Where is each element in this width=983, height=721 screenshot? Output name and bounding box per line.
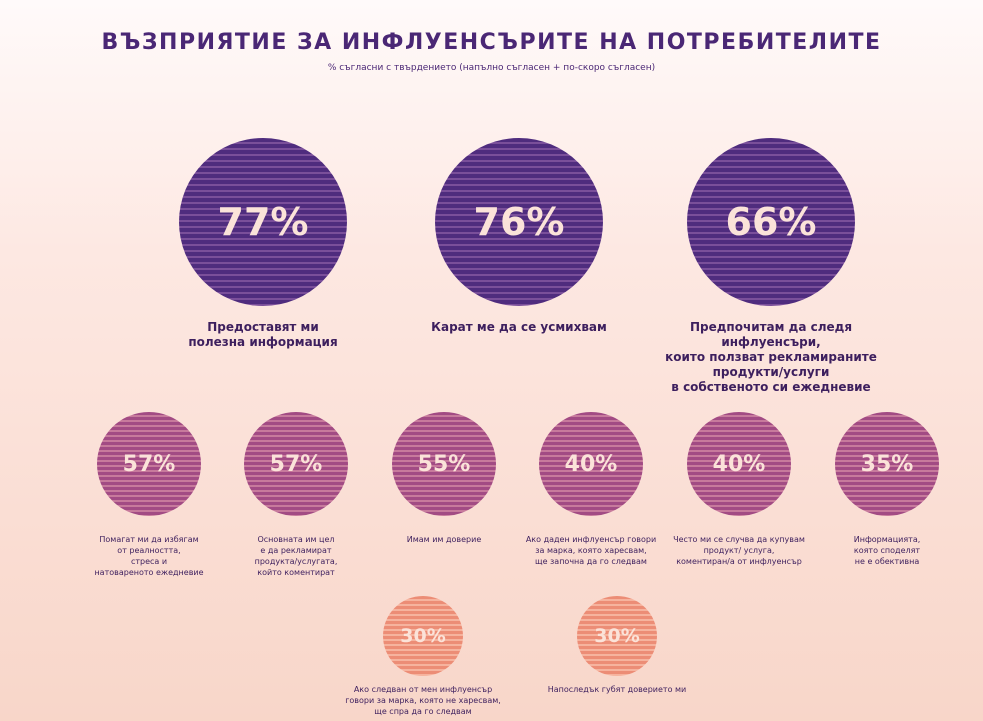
stat-label: Ако следван от мен инфлуенсър говори за … xyxy=(345,685,501,716)
stat-value: 30% xyxy=(400,625,446,647)
stat-circle: 77% xyxy=(179,138,347,306)
stat-label: Напоследък губят доверието ми xyxy=(547,685,687,694)
stat-value: 57% xyxy=(122,451,176,477)
stat-circle: 55% xyxy=(392,412,496,516)
stat-circle: 66% xyxy=(687,138,855,306)
stat-circle: 57% xyxy=(244,412,348,516)
stat-label: Предоставят ми полезна информация xyxy=(188,320,338,349)
stat-label: Ако даден инфлуенсър говори за марка, ко… xyxy=(525,535,657,566)
stat-circle: 35% xyxy=(835,412,939,516)
stat-value: 57% xyxy=(269,451,323,477)
stat-circle: 30% xyxy=(577,596,657,676)
chart-title: ВЪЗПРИЯТИЕ ЗА ИНФЛУЕНСЪРИТЕ НА ПОТРЕБИТЕ… xyxy=(101,30,882,55)
stat-label: Често ми се случва да купувам продукт/ у… xyxy=(673,535,805,566)
stat-value: 40% xyxy=(564,451,618,477)
stat-value: 55% xyxy=(417,451,471,477)
stat-label: Помагат ми да избягам от реалността, стр… xyxy=(94,535,204,577)
stat-value: 40% xyxy=(712,451,766,477)
stat-circle: 76% xyxy=(435,138,603,306)
stat-value: 66% xyxy=(725,200,817,244)
stat-value: 30% xyxy=(594,625,640,647)
stat-label: Основната им цел е да рекламират продукт… xyxy=(254,535,338,577)
stat-circle: 40% xyxy=(687,412,791,516)
stat-label: Карат ме да се усмихвам xyxy=(431,320,607,334)
stat-value: 35% xyxy=(860,451,914,477)
stat-value: 77% xyxy=(217,200,309,244)
stat-label: Имам им доверие xyxy=(406,535,482,544)
chart-subtitle: % съгласни с твърдението (напълно съглас… xyxy=(327,63,656,73)
stat-value: 76% xyxy=(473,200,565,244)
stat-circle: 40% xyxy=(539,412,643,516)
stat-circle: 30% xyxy=(383,596,463,676)
stat-circle: 57% xyxy=(97,412,201,516)
stat-label: Предпочитам да следя инфлуенсъри, които … xyxy=(665,320,877,394)
stat-label: Информацията, която споделят не е обекти… xyxy=(853,535,921,566)
